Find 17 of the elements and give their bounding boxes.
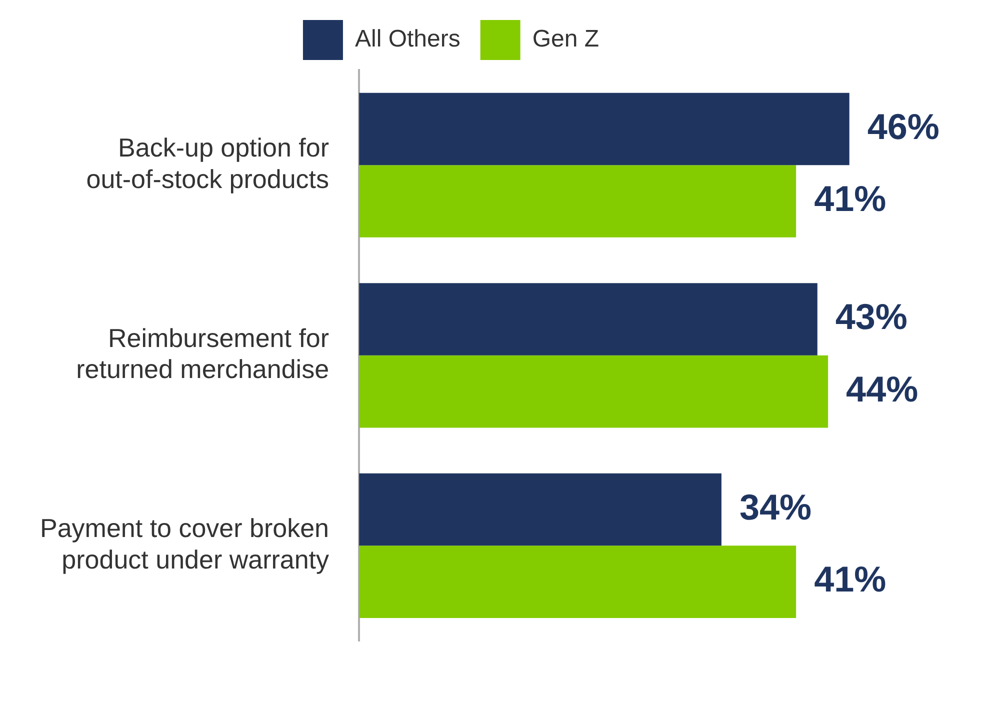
legend-label: All Others (354, 26, 460, 53)
data-label: 41% (814, 558, 886, 600)
y-tick-label: Reimbursement for returned merchandise (76, 322, 330, 384)
data-label: 34% (739, 486, 812, 528)
legend-label: Gen Z (532, 26, 600, 53)
y-tick-label: Payment to cover broken product under warranty (40, 513, 330, 574)
data-label: 44% (846, 368, 918, 410)
data-label: 43% (835, 296, 908, 338)
bar (359, 355, 828, 428)
bar (359, 546, 796, 618)
data-label: 41% (814, 178, 886, 220)
bar (359, 165, 796, 238)
y-tick-label: Back-up option for out-of-stock products (86, 132, 330, 194)
bar (359, 283, 818, 356)
data-label: 46% (867, 106, 940, 147)
bar (359, 473, 722, 546)
bar (359, 92, 850, 166)
